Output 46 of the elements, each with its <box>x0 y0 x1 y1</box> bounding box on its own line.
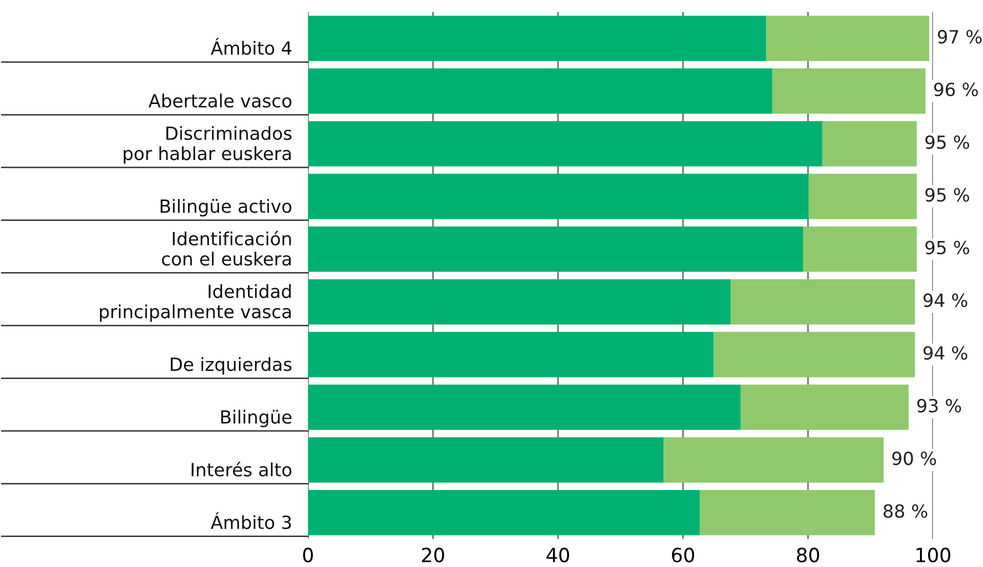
y-tick-label: Discriminados por hablar euskera <box>124 126 292 164</box>
bar <box>308 279 730 325</box>
y-tick-label: Identidad principalmente vasca <box>100 284 291 322</box>
bar <box>308 121 822 166</box>
bar <box>766 16 930 62</box>
bar <box>714 332 915 378</box>
bar <box>308 226 803 272</box>
x-tick-label: 100 <box>916 548 950 562</box>
annotation: 97 % <box>938 30 982 44</box>
x-tick-label: 60 <box>672 548 694 562</box>
y-tick-label: De izquierdas <box>170 357 292 375</box>
bar <box>308 332 714 378</box>
bar <box>730 279 915 325</box>
x-tick-label: 40 <box>546 548 570 562</box>
y-tick-label: Ámbito 4 <box>210 38 292 55</box>
x-tick-label: 20 <box>422 548 444 562</box>
annotation: 95 % <box>925 135 970 149</box>
y-tick-label: Abertzale vasco <box>148 94 292 108</box>
bar <box>808 174 917 220</box>
bar <box>822 121 917 166</box>
annotation: 96 % <box>934 82 978 96</box>
bar <box>664 437 884 483</box>
bar <box>700 490 875 536</box>
y-tick-label: Bilingüe activo <box>160 199 292 216</box>
y-tick-label: Bilingüe <box>221 410 292 428</box>
bar <box>803 226 917 272</box>
annotation: 95 % <box>925 240 970 254</box>
y-tick-label: Ámbito 3 <box>210 512 291 530</box>
bar <box>308 174 809 220</box>
annotation: 88 % <box>884 504 928 518</box>
x-tick-label: 0 <box>303 548 313 562</box>
annotation: 94 % <box>924 293 968 308</box>
bar <box>308 16 766 62</box>
annotation: 95 % <box>925 188 970 202</box>
bar <box>772 68 926 114</box>
y-tick-label: Interés alto <box>192 462 292 476</box>
bar <box>740 384 909 430</box>
annotation: 90 % <box>892 452 936 466</box>
bar <box>308 490 700 536</box>
bar <box>308 384 740 430</box>
bar <box>308 68 772 114</box>
annotation: 93 % <box>917 398 961 412</box>
y-tick-label: Identificación con el euskera <box>162 230 291 266</box>
annotation: 94 % <box>924 346 968 360</box>
bar <box>308 437 664 483</box>
x-tick-label: 80 <box>796 548 820 562</box>
